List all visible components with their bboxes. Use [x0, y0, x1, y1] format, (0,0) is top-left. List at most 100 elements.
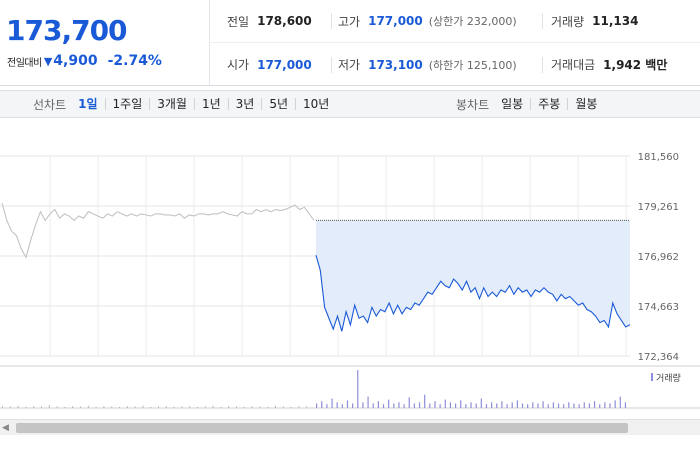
change-label: 전일대비: [7, 57, 42, 69]
volume-bar: [604, 402, 606, 408]
volume-bar: [511, 402, 513, 408]
volume-bar: [259, 406, 261, 408]
line-chart-label: 선차트: [33, 97, 67, 112]
change-row: 전일대비 ▼ 4,900 -2.74%: [7, 53, 162, 69]
volume-bar: [382, 404, 385, 408]
tab-1-year[interactable]: 1년: [193, 98, 228, 110]
current-price: 173,700: [6, 14, 128, 47]
volume-bar: [398, 402, 400, 408]
tab-monthly-candle[interactable]: 월봉: [567, 98, 604, 110]
volume-bar: [578, 404, 580, 408]
volume-bar: [282, 406, 284, 408]
volume-bar: [547, 404, 549, 408]
volume-bar: [17, 405, 19, 408]
y-axis-tick-label: 174,663: [638, 302, 679, 313]
volume-bar: [326, 404, 328, 408]
tab-weekly-candle[interactable]: 주봉: [530, 98, 567, 110]
stat-label: 거래대금: [551, 58, 596, 72]
volume-bar: [134, 406, 136, 408]
volume-bar: [290, 406, 292, 408]
tab-daily-candle[interactable]: 일봉: [501, 97, 524, 111]
scroll-left-arrow-icon[interactable]: ◀: [2, 423, 9, 433]
volume-bar: [87, 405, 89, 408]
tab-3-years[interactable]: 3년: [227, 98, 262, 110]
volume-bar: [537, 403, 539, 408]
volume-bar: [352, 403, 354, 408]
volume-bar: [41, 406, 42, 408]
previous-day-price-line: [1, 202, 315, 259]
stats-row: 전일 178,600 고가 177,000 (상한가 232,000) 거래량 …: [210, 0, 700, 43]
volume-bar: [485, 404, 488, 408]
volume-bar: [33, 406, 35, 408]
volume-bar: [408, 397, 410, 408]
tab-1-week[interactable]: 1주일: [104, 98, 150, 110]
stat-value: 173,100: [368, 57, 423, 72]
volume-bar: [243, 406, 245, 408]
volume-bar: [496, 403, 498, 408]
volume-bar: [424, 394, 426, 408]
volume-bar: [142, 405, 144, 408]
volume-bar: [321, 401, 323, 408]
stat-value: 177,000: [257, 57, 312, 72]
volume-bar: [624, 402, 627, 408]
volume-bar: [521, 403, 524, 408]
volume-bar: [403, 404, 405, 408]
volume-bar: [372, 403, 374, 408]
stat-value: 177,000: [368, 14, 423, 28]
volume-bar: [434, 401, 436, 408]
price-area-fill: [316, 220, 630, 332]
volume-bar: [331, 398, 333, 408]
volume-bar: [418, 402, 421, 408]
volume-bar: [614, 400, 616, 408]
stat-open: 시가 177,000: [227, 57, 312, 73]
stat-label: 시가: [227, 58, 250, 72]
volume-bar: [251, 406, 253, 408]
volume-bar: [573, 403, 575, 408]
volume-bar: [413, 403, 416, 408]
volume-bar: [393, 403, 395, 408]
tab-3-months[interactable]: 3개월: [149, 98, 194, 110]
volume-bar: [126, 406, 128, 408]
volume-bar: [64, 406, 66, 408]
stat-lower-limit: (하한가 125,100): [428, 58, 517, 72]
volume-bar: [563, 404, 565, 408]
volume-bar: [532, 402, 534, 408]
stat-volume: 거래량 11,134: [542, 13, 638, 29]
volume-bar: [165, 406, 167, 408]
volume-bar: [56, 406, 58, 408]
tab-10-years[interactable]: 10년: [295, 98, 336, 110]
volume-bar: [275, 405, 276, 408]
volume-bar: [480, 398, 482, 408]
scroll-thumb[interactable]: [16, 423, 628, 433]
volume-bar: [267, 406, 269, 408]
volume-bar: [552, 402, 554, 408]
tab-1-day[interactable]: 1일: [78, 97, 98, 111]
volume-bar: [460, 400, 462, 408]
volume-bar: [228, 406, 230, 408]
stat-high: 고가 177,000 (상한가 232,000): [331, 13, 517, 29]
volume-bar: [454, 403, 457, 408]
volume-bar: [444, 399, 446, 408]
volume-bar: [150, 406, 152, 408]
volume-bar: [362, 402, 364, 408]
volume-bar: [197, 406, 198, 408]
tab-5-years[interactable]: 5년: [261, 98, 295, 110]
volume-bar: [336, 402, 338, 408]
line-chart-tabs: 선차트 1일 1주일 3개월 1년 3년 5년 10년: [33, 91, 336, 117]
intraday-price-chart[interactable]: 181,560 179,261 176,962 174,663 172,364 거래량: [0, 120, 700, 420]
volume-bar: [470, 402, 472, 408]
y-axis-tick-label: 179,261: [638, 202, 679, 213]
change-percent: -2.74%: [107, 53, 162, 69]
stat-label: 거래량: [551, 14, 585, 29]
volume-bar: [80, 406, 81, 408]
volume-bar: [516, 400, 518, 408]
candle-chart-label: 봉차트: [456, 97, 490, 112]
volume-bar: [542, 401, 544, 408]
volume-bar: [212, 405, 214, 408]
volume-bar: [501, 401, 503, 408]
volume-legend-label: 거래량: [656, 372, 681, 384]
stat-label: 저가: [338, 58, 361, 72]
volume-bar: [439, 404, 441, 408]
stat-label: 전일: [227, 14, 250, 29]
chart-scrollbar[interactable]: ◀: [0, 419, 700, 435]
